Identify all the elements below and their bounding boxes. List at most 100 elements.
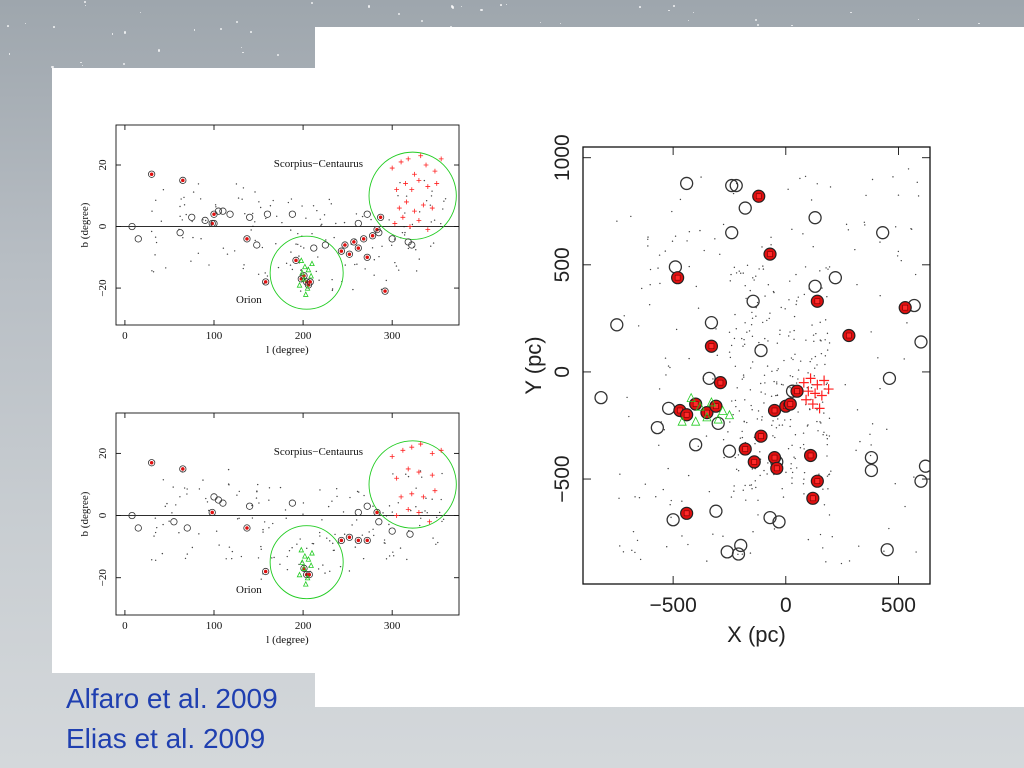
field-dot: [277, 266, 280, 269]
star-dot: [398, 12, 401, 15]
field-dot: [442, 518, 445, 521]
data-point-circle: [360, 235, 368, 243]
data-point-red-plus: [389, 454, 395, 459]
star-dot: [978, 22, 980, 25]
field-dot: [373, 534, 375, 537]
region-circle: [368, 151, 457, 240]
field-dot: [906, 322, 908, 324]
field-dot: [916, 181, 918, 184]
field-dot: [240, 555, 243, 558]
field-dot: [295, 243, 297, 245]
star-dot: [123, 31, 127, 34]
field-dot: [788, 299, 790, 301]
field-dot: [831, 535, 833, 538]
field-dot: [746, 421, 748, 424]
field-dot: [154, 531, 157, 534]
data-point-red-plus: [798, 377, 809, 388]
data-point-red-plus: [412, 208, 417, 214]
data-point-red-square: [674, 274, 681, 281]
field-dot: [298, 255, 300, 257]
data-point-red-plus: [418, 153, 424, 159]
data-point-green-triangle: [706, 397, 717, 407]
field-dot: [438, 511, 441, 514]
data-point-green-triangle: [304, 284, 311, 291]
field-dot: [758, 341, 760, 344]
field-dot: [740, 272, 742, 274]
field-dot: [799, 360, 802, 362]
field-dot: [742, 272, 744, 274]
field-dot: [343, 221, 346, 224]
field-dot: [796, 467, 798, 469]
data-point-red-dot: [361, 237, 366, 241]
field-dot: [348, 570, 351, 572]
field-dot: [279, 486, 282, 489]
field-dot: [822, 547, 824, 549]
field-dot: [361, 534, 364, 536]
field-dot: [703, 249, 705, 252]
field-dot: [237, 197, 240, 199]
field-dot: [302, 502, 305, 504]
field-dot: [730, 496, 733, 498]
field-dot: [161, 552, 164, 555]
field-dot: [404, 231, 406, 234]
field-dot: [315, 270, 317, 273]
data-point-open-circle: [263, 210, 272, 218]
data-point-circle: [350, 238, 358, 246]
data-point-open-circle: [722, 444, 737, 458]
field-dot: [198, 533, 200, 535]
star-dot: [450, 5, 454, 8]
field-dot: [316, 209, 318, 212]
star-dot: [461, 6, 463, 8]
field-dot: [793, 338, 795, 340]
field-dot: [791, 471, 794, 474]
data-point-open-circle: [354, 219, 362, 228]
field-dot: [751, 335, 754, 338]
field-dot: [749, 484, 751, 487]
field-dot: [675, 328, 678, 331]
field-dot: [324, 572, 326, 574]
field-dot: [192, 236, 194, 239]
data-point-red-dot: [347, 252, 352, 256]
data-point-red-square: [902, 304, 909, 311]
field-dot: [782, 384, 784, 386]
field-dot: [757, 514, 759, 516]
data-point-red-square: [771, 407, 778, 414]
data-point-open-circle: [594, 390, 608, 405]
field-dot: [802, 432, 805, 434]
field-dot: [404, 212, 406, 214]
field-dot: [809, 360, 811, 363]
field-dot: [263, 521, 266, 523]
field-dot: [759, 451, 761, 453]
field-dot: [287, 201, 290, 204]
data-point-red-square: [814, 298, 821, 305]
field-dot: [155, 241, 158, 244]
data-point-circle: [179, 465, 187, 473]
data-point-open-circle: [363, 502, 371, 510]
field-dot: [719, 253, 721, 256]
field-dot: [770, 244, 772, 246]
field-dot: [441, 472, 443, 475]
field-dot: [231, 557, 233, 560]
field-dot: [398, 269, 400, 271]
data-point-red-dot: [375, 510, 379, 515]
field-dot: [418, 258, 420, 260]
field-dot: [699, 229, 701, 232]
field-dot: [688, 357, 690, 360]
field-dot: [658, 444, 660, 446]
data-point-open-circle: [864, 450, 879, 465]
field-dot: [160, 220, 163, 222]
field-dot: [819, 321, 821, 324]
field-dot: [254, 239, 256, 242]
field-dot: [802, 483, 805, 485]
data-point-circle: [305, 570, 313, 579]
data-point-green-triangle: [302, 552, 308, 559]
data-point-open-circle: [253, 241, 261, 249]
y-tick-label: −500: [551, 455, 574, 502]
data-point-red-plus: [389, 165, 395, 171]
field-dot: [392, 551, 394, 553]
field-dot: [233, 250, 236, 252]
data-point-green-triangle: [299, 559, 306, 565]
field-dot: [756, 418, 759, 420]
field-dot: [349, 496, 351, 499]
